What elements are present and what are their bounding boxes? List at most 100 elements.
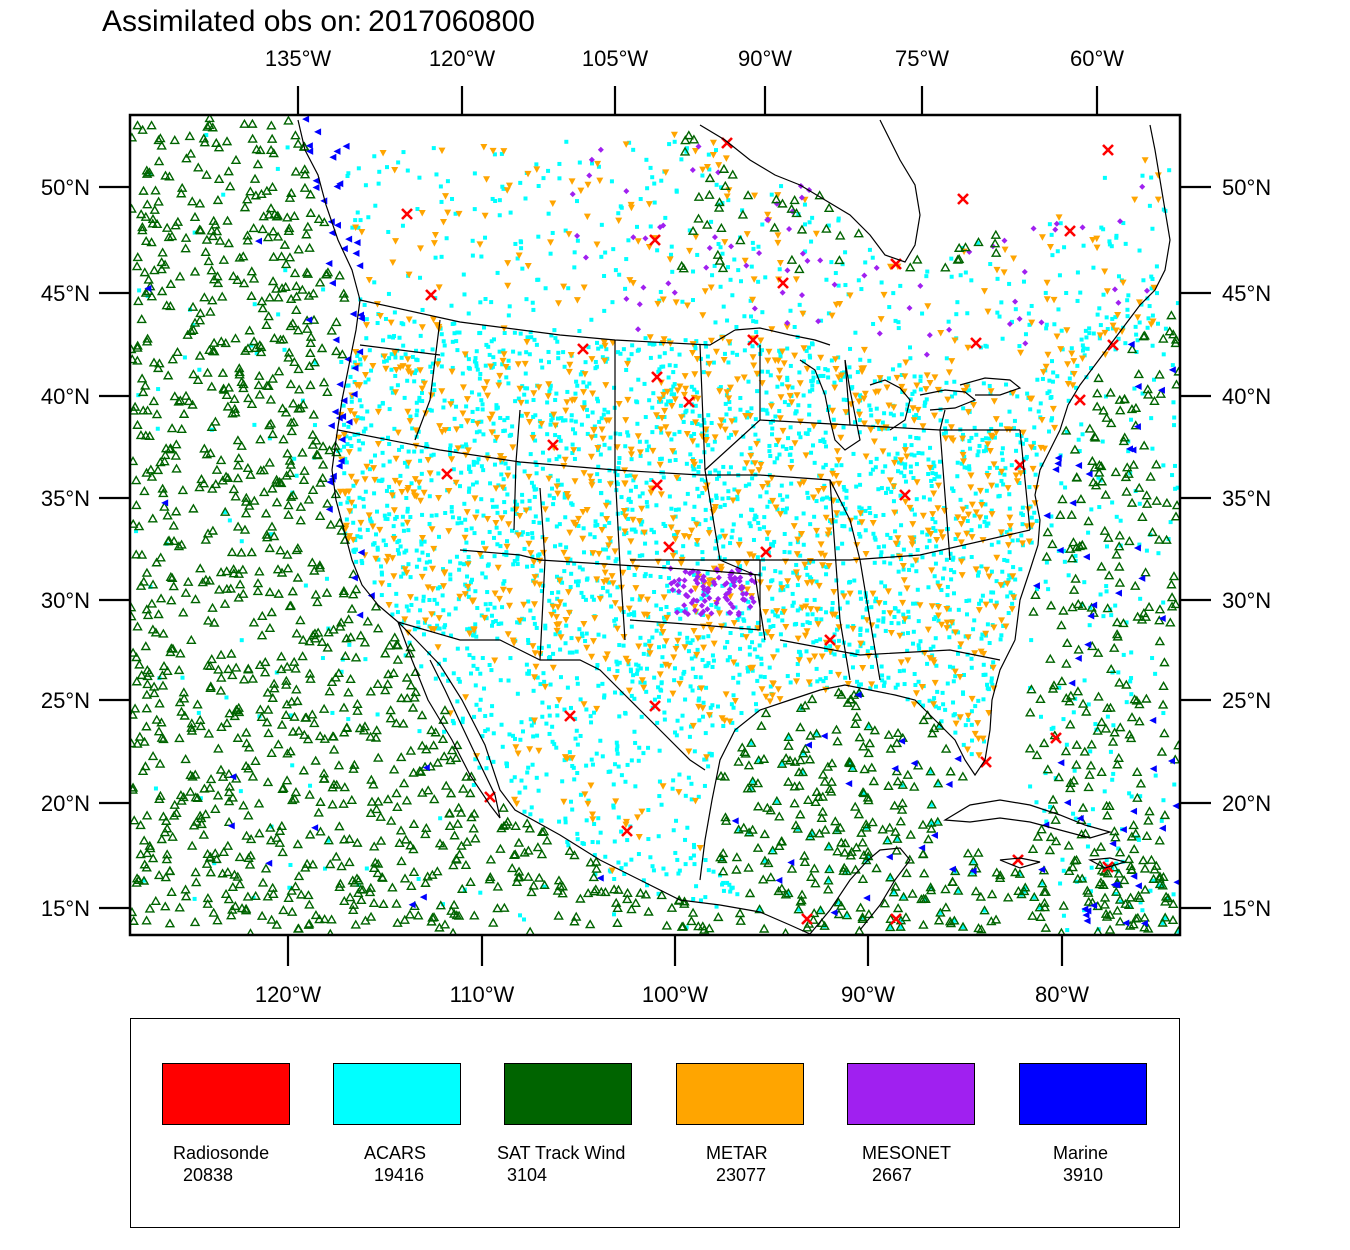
acars-marker [677,477,682,482]
acars-marker [398,473,403,478]
acars-marker [592,424,597,429]
acars-marker [563,820,568,825]
acars-marker [685,635,690,640]
acars-marker [708,705,713,710]
acars-marker [467,486,472,491]
sat-wind-marker [289,356,300,366]
metar-marker [493,434,501,442]
acars-marker [1088,749,1093,754]
acars-marker [783,510,788,515]
acars-marker [710,664,715,669]
acars-marker [555,713,560,718]
sat-wind-marker [410,687,421,697]
acars-marker [490,364,495,369]
metar-marker [769,497,777,505]
acars-marker [1006,578,1011,583]
sat-wind-marker [356,894,367,905]
metar-marker [968,501,976,509]
acars-marker [427,494,432,499]
sat-wind-marker [288,398,299,408]
acars-marker [925,532,930,537]
metar-marker [883,384,891,391]
acars-marker [640,553,645,558]
acars-marker [1104,544,1109,549]
acars-marker [1075,363,1080,368]
acars-marker [643,642,648,647]
acars-marker [689,384,694,389]
acars-marker [348,374,353,379]
acars-marker [921,495,926,500]
acars-marker [500,605,505,610]
acars-marker [348,436,353,441]
sat-wind-marker [193,162,204,172]
acars-marker [840,523,845,528]
acars-marker [482,686,487,691]
acars-marker [529,335,534,340]
acars-marker [1050,379,1055,384]
acars-marker [868,511,873,516]
acars-marker [965,518,970,523]
sat-wind-marker [399,914,411,924]
acars-marker [936,781,941,786]
acars-marker [1069,346,1074,351]
acars-marker [771,624,776,629]
acars-marker [1019,533,1024,538]
sat-wind-marker [221,566,232,576]
acars-marker [654,628,659,633]
acars-marker [705,663,710,668]
metar-marker [897,659,905,666]
metar-marker [902,498,910,506]
acars-marker [639,714,644,719]
metar-marker [1109,322,1117,330]
acars-marker [695,443,700,448]
metar-marker [596,595,604,603]
metar-marker [587,782,595,790]
acars-marker [1111,771,1116,776]
acars-marker [762,858,767,863]
metar-marker [715,162,723,169]
acars-marker [548,251,553,256]
acars-marker [505,492,510,497]
acars-marker [1114,514,1119,519]
acars-marker [1167,168,1172,173]
acars-marker [673,458,678,463]
mesonet-marker [674,609,681,616]
sat-wind-marker [310,755,321,765]
acars-marker [659,631,664,636]
metar-marker [483,176,491,183]
metar-marker [545,475,553,483]
mesonet-marker [946,326,953,333]
sat-wind-marker [158,811,169,821]
acars-marker [392,426,397,431]
metar-marker [599,435,607,443]
acars-marker [912,453,917,458]
sat-wind-marker [206,654,217,664]
sat-wind-marker [310,633,321,643]
acars-marker [720,857,725,862]
metar-marker [524,263,532,270]
acars-marker [738,407,743,412]
acars-marker [342,471,347,476]
acars-marker [768,373,773,378]
acars-marker [598,738,603,743]
acars-marker [924,397,929,402]
sat-wind-marker [392,654,404,664]
acars-marker [604,347,609,352]
metar-marker [967,484,975,491]
acars-marker [855,679,860,684]
sat-wind-marker [238,278,250,288]
acars-marker [892,614,897,619]
metar-marker [391,166,399,174]
metar-marker [683,302,691,309]
metar-marker [689,349,697,357]
metar-marker [799,310,807,318]
acars-marker [835,546,840,551]
metar-marker [767,403,775,410]
acars-marker [691,572,696,577]
metar-marker [733,376,741,383]
metar-marker [586,473,594,481]
acars-marker [858,482,863,487]
sat-wind-marker [155,552,166,562]
metar-marker [906,504,914,512]
sat-wind-marker [140,211,152,221]
